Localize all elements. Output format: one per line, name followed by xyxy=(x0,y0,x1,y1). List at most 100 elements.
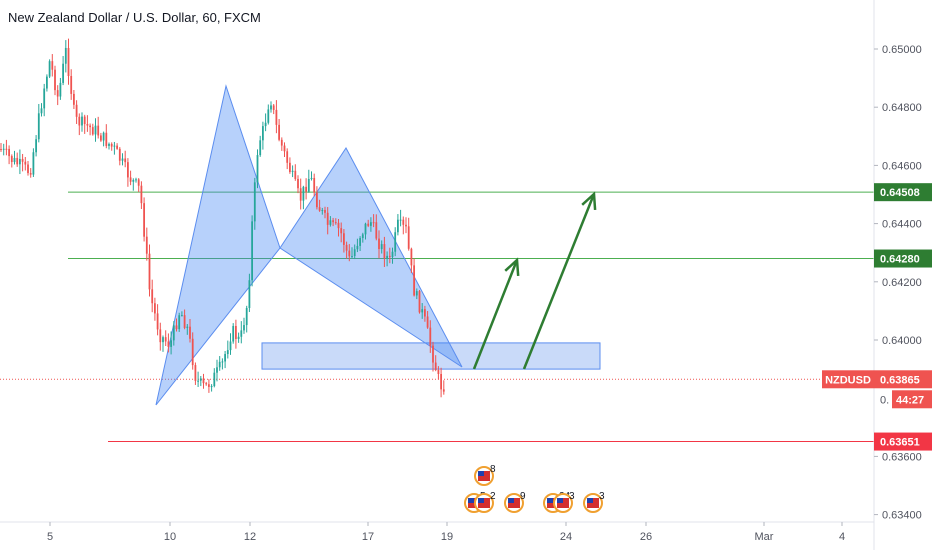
candle-up xyxy=(2,143,5,156)
candle-body xyxy=(164,337,167,342)
candle-down xyxy=(340,222,343,243)
candle-body xyxy=(145,236,148,254)
candle-body xyxy=(170,340,172,347)
projection-arrow-2[interactable] xyxy=(522,191,597,370)
candle-up xyxy=(37,103,40,143)
candle-down xyxy=(202,373,205,389)
candle-body xyxy=(437,370,440,375)
candle-body xyxy=(100,135,102,141)
candle-body xyxy=(129,177,132,182)
candle-down xyxy=(83,114,86,134)
economic-event-markers[interactable]: 85292433 xyxy=(464,464,605,513)
candle-body xyxy=(121,158,124,161)
event-count-label: 2 xyxy=(490,491,496,502)
candle-body xyxy=(275,109,278,125)
candle-down xyxy=(124,150,127,168)
candle-down xyxy=(148,244,151,297)
price-tag-symbol: NZDUSD xyxy=(825,374,871,386)
candle-body xyxy=(229,341,232,351)
candle-down xyxy=(118,147,121,166)
time-tick-label: 12 xyxy=(244,531,256,543)
candle-body xyxy=(278,124,280,140)
us-flag-event-icon[interactable]: 2 xyxy=(474,491,496,513)
candle-up xyxy=(181,311,183,317)
candle-down xyxy=(91,123,94,136)
symbol-price-tag: NZDUSD 0.63865 xyxy=(822,370,932,389)
pattern-triangle-bcd[interactable] xyxy=(279,147,463,368)
candle-body xyxy=(243,325,245,331)
candle-body xyxy=(218,361,221,368)
candle-up xyxy=(386,251,388,267)
candle-body xyxy=(226,350,229,355)
price-tick-label: 0.64200 xyxy=(882,277,922,289)
candle-body xyxy=(81,116,83,126)
price-tick-label: 0.63400 xyxy=(882,510,922,522)
us-flag-event-icon[interactable]: 3 xyxy=(553,491,575,513)
candle-down xyxy=(194,362,197,385)
candle-body xyxy=(148,253,151,290)
candle-body xyxy=(151,289,154,304)
projection-arrows[interactable] xyxy=(472,191,597,370)
candle-up xyxy=(186,324,189,335)
candle-body xyxy=(337,222,340,229)
price-tick-label: 0.64400 xyxy=(882,219,922,231)
candle-body xyxy=(318,207,321,211)
time-tick-label: 17 xyxy=(362,531,374,543)
candle-up xyxy=(262,121,264,150)
price-tags: 0.64508 0.64280 NZDUSD 0.63865 0.63651 0. 44:2… xyxy=(822,183,932,451)
candle-body xyxy=(391,251,394,258)
candle-body xyxy=(67,47,70,77)
candle-body xyxy=(75,104,78,117)
candle-body xyxy=(13,157,16,163)
candle-down xyxy=(326,207,329,235)
candle-body xyxy=(216,367,218,373)
candle-down xyxy=(5,139,8,156)
candle-down xyxy=(86,115,89,132)
candle-down xyxy=(54,65,56,96)
candle-body xyxy=(413,265,415,296)
candle-body xyxy=(286,151,289,163)
flag-canton xyxy=(478,471,484,476)
price-scale[interactable]: 0.65000 0.64800 0.64600 0.64400 0.64200 0.640… xyxy=(874,44,922,522)
candle-body xyxy=(316,192,318,208)
candle-up xyxy=(210,384,213,392)
projection-arrow-1[interactable] xyxy=(472,257,520,370)
candle-body xyxy=(70,76,73,94)
candle-up xyxy=(172,321,175,346)
candle-down xyxy=(116,143,118,150)
price-tag-value-box xyxy=(874,183,932,202)
candle-body xyxy=(35,139,37,153)
candle-body xyxy=(256,155,259,183)
candle-down xyxy=(294,164,297,181)
candle-body xyxy=(132,179,135,182)
plot-area[interactable] xyxy=(0,0,874,522)
candle-down xyxy=(424,305,426,322)
us-flag-event-icon[interactable]: 8 xyxy=(474,464,496,486)
candle-up xyxy=(224,350,226,369)
candle-body xyxy=(186,326,189,328)
time-tick-label: 10 xyxy=(164,531,176,543)
us-flag-event-icon[interactable]: 9 xyxy=(504,491,526,513)
candle-body xyxy=(356,245,359,250)
candle-body xyxy=(62,63,64,83)
candle-body xyxy=(97,125,100,136)
us-flag-event-icon[interactable]: 3 xyxy=(583,491,605,513)
candle-body xyxy=(386,255,388,259)
candle-body xyxy=(89,125,91,128)
candle-up xyxy=(226,340,229,359)
candle-up xyxy=(361,232,364,243)
candle-body xyxy=(299,188,302,201)
candle-down xyxy=(100,132,102,142)
candle-body xyxy=(32,152,35,175)
candle-down xyxy=(283,142,286,157)
candle-down xyxy=(332,217,334,227)
time-scale[interactable]: 5 10 12 17 19 24 26 Mar 4 xyxy=(47,522,845,543)
candle-up xyxy=(108,142,110,150)
candle-body xyxy=(181,315,183,317)
candle-up xyxy=(40,103,43,117)
candle-down xyxy=(407,217,410,251)
candle-down xyxy=(440,367,442,398)
candle-body xyxy=(21,158,24,162)
